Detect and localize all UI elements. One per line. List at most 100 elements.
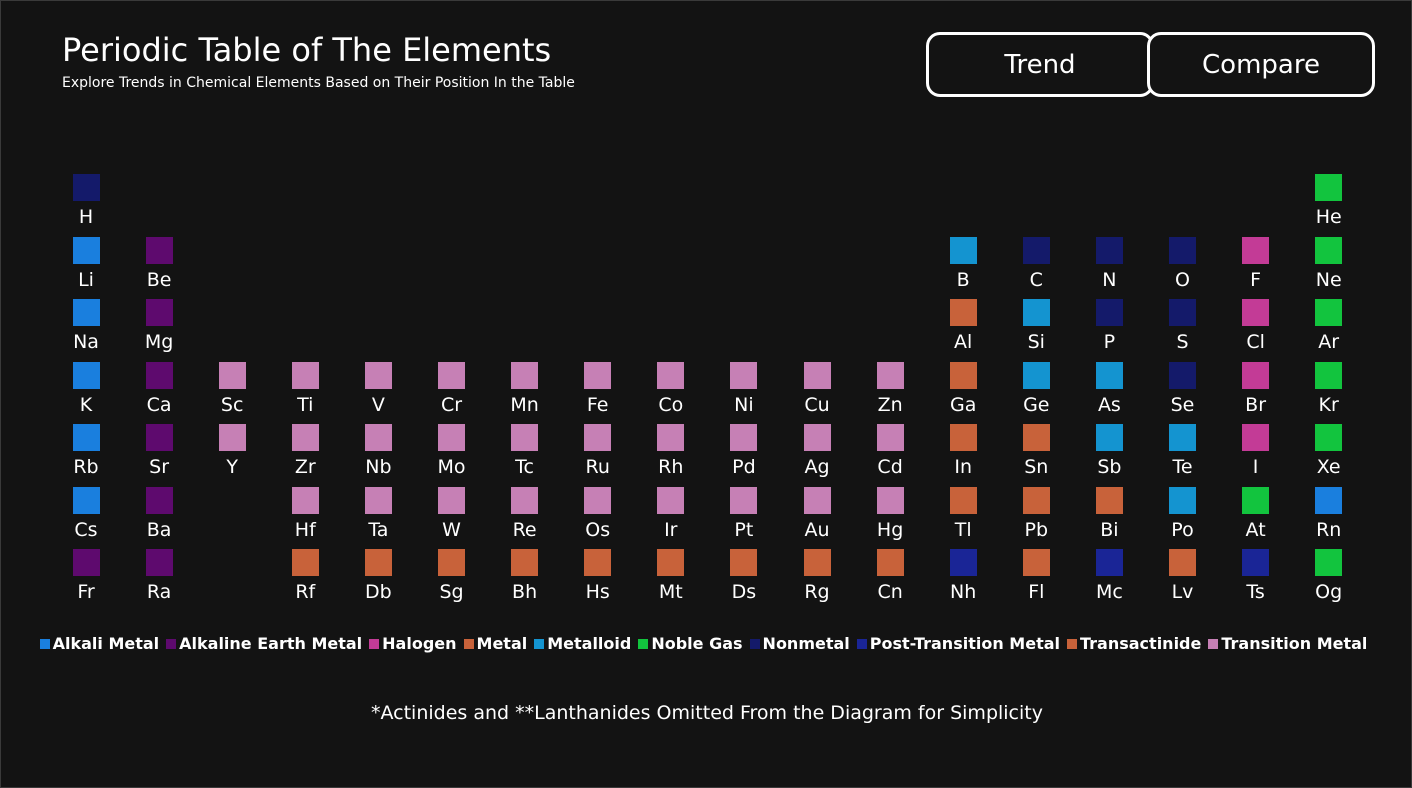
element-cell-cu[interactable]: Cu: [789, 361, 845, 422]
element-cell-na[interactable]: Na: [58, 299, 114, 359]
element-cell-ag[interactable]: Ag: [789, 424, 845, 484]
element-cell-mg[interactable]: Mg: [131, 299, 187, 359]
element-symbol: Og: [1315, 581, 1343, 603]
element-cell-c[interactable]: C: [1008, 236, 1064, 297]
element-cell-mn[interactable]: Mn: [497, 361, 553, 422]
element-cell-ga[interactable]: Ga: [935, 361, 991, 422]
element-cell-f[interactable]: F: [1228, 236, 1284, 297]
element-cell-te[interactable]: Te: [1155, 424, 1211, 484]
element-cell-tl[interactable]: Tl: [935, 486, 991, 547]
element-cell-sc[interactable]: Sc: [204, 361, 260, 422]
element-cell-po[interactable]: Po: [1155, 486, 1211, 547]
element-symbol: Kr: [1318, 393, 1339, 416]
element-cell-p[interactable]: P: [1081, 299, 1137, 359]
element-cell-s[interactable]: S: [1155, 299, 1211, 359]
element-cell-hs[interactable]: Hs: [570, 549, 626, 609]
element-cell-al[interactable]: Al: [935, 299, 991, 359]
legend-label: Metalloid: [547, 634, 632, 653]
element-cell-ra[interactable]: Ra: [131, 549, 187, 609]
element-cell-si[interactable]: Si: [1008, 299, 1064, 359]
element-cell-cd[interactable]: Cd: [862, 424, 918, 484]
element-cell-nb[interactable]: Nb: [350, 424, 406, 484]
element-swatch: [1242, 236, 1270, 264]
element-cell-ts[interactable]: Ts: [1228, 549, 1284, 609]
element-cell-ta[interactable]: Ta: [350, 486, 406, 547]
element-cell-br[interactable]: Br: [1228, 361, 1284, 422]
element-cell-h[interactable]: H: [58, 174, 114, 234]
element-cell-pd[interactable]: Pd: [716, 424, 772, 484]
element-cell-bh[interactable]: Bh: [497, 549, 553, 609]
element-cell-ge[interactable]: Ge: [1008, 361, 1064, 422]
element-cell-in[interactable]: In: [935, 424, 991, 484]
element-cell-cr[interactable]: Cr: [424, 361, 480, 422]
element-swatch: [1242, 549, 1270, 576]
element-cell-rf[interactable]: Rf: [277, 549, 333, 609]
element-cell-rn[interactable]: Rn: [1301, 486, 1357, 547]
element-cell-fl[interactable]: Fl: [1008, 549, 1064, 609]
element-symbol: Cn: [877, 581, 903, 603]
element-cell-pb[interactable]: Pb: [1008, 486, 1064, 547]
element-cell-v[interactable]: V: [350, 361, 406, 422]
element-cell-cs[interactable]: Cs: [58, 486, 114, 547]
element-cell-co[interactable]: Co: [643, 361, 699, 422]
element-cell-cn[interactable]: Cn: [862, 549, 918, 609]
element-cell-xe[interactable]: Xe: [1301, 424, 1357, 484]
element-cell-se[interactable]: Se: [1155, 361, 1211, 422]
element-cell-os[interactable]: Os: [570, 486, 626, 547]
element-cell-rg[interactable]: Rg: [789, 549, 845, 609]
element-cell-tc[interactable]: Tc: [497, 424, 553, 484]
element-cell-li[interactable]: Li: [58, 236, 114, 297]
element-cell-au[interactable]: Au: [789, 486, 845, 547]
element-cell-fe[interactable]: Fe: [570, 361, 626, 422]
element-cell-k[interactable]: K: [58, 361, 114, 422]
element-cell-mt[interactable]: Mt: [643, 549, 699, 609]
element-cell-lv[interactable]: Lv: [1155, 549, 1211, 609]
element-cell-at[interactable]: At: [1228, 486, 1284, 547]
element-cell-i[interactable]: I: [1228, 424, 1284, 484]
element-cell-sg[interactable]: Sg: [424, 549, 480, 609]
element-cell-ca[interactable]: Ca: [131, 361, 187, 422]
element-cell-ti[interactable]: Ti: [277, 361, 333, 422]
element-cell-be[interactable]: Be: [131, 236, 187, 297]
element-cell-o[interactable]: O: [1155, 236, 1211, 297]
element-symbol: Bi: [1100, 518, 1119, 541]
element-cell-kr[interactable]: Kr: [1301, 361, 1357, 422]
element-swatch: [364, 424, 392, 451]
element-cell-ne[interactable]: Ne: [1301, 236, 1357, 297]
element-cell-re[interactable]: Re: [497, 486, 553, 547]
element-swatch: [218, 424, 246, 451]
element-cell-rh[interactable]: Rh: [643, 424, 699, 484]
element-cell-zn[interactable]: Zn: [862, 361, 918, 422]
element-cell-w[interactable]: W: [424, 486, 480, 547]
element-cell-sb[interactable]: Sb: [1081, 424, 1137, 484]
element-cell-y[interactable]: Y: [204, 424, 260, 484]
element-cell-db[interactable]: Db: [350, 549, 406, 609]
element-cell-sr[interactable]: Sr: [131, 424, 187, 484]
element-cell-ir[interactable]: Ir: [643, 486, 699, 547]
element-cell-as[interactable]: As: [1081, 361, 1137, 422]
compare-button[interactable]: Compare: [1147, 32, 1375, 97]
element-cell-he[interactable]: He: [1301, 174, 1357, 234]
element-cell-nh[interactable]: Nh: [935, 549, 991, 609]
element-cell-ds[interactable]: Ds: [716, 549, 772, 609]
element-cell-mc[interactable]: Mc: [1081, 549, 1137, 609]
element-cell-cl[interactable]: Cl: [1228, 299, 1284, 359]
element-cell-zr[interactable]: Zr: [277, 424, 333, 484]
element-cell-bi[interactable]: Bi: [1081, 486, 1137, 547]
element-cell-rb[interactable]: Rb: [58, 424, 114, 484]
element-cell-pt[interactable]: Pt: [716, 486, 772, 547]
element-cell-ar[interactable]: Ar: [1301, 299, 1357, 359]
element-cell-n[interactable]: N: [1081, 236, 1137, 297]
element-swatch: [1095, 299, 1123, 326]
element-cell-hg[interactable]: Hg: [862, 486, 918, 547]
element-cell-hf[interactable]: Hf: [277, 486, 333, 547]
element-cell-ru[interactable]: Ru: [570, 424, 626, 484]
element-cell-ba[interactable]: Ba: [131, 486, 187, 547]
element-cell-fr[interactable]: Fr: [58, 549, 114, 609]
element-cell-mo[interactable]: Mo: [424, 424, 480, 484]
trend-button[interactable]: Trend: [926, 32, 1154, 97]
element-cell-og[interactable]: Og: [1301, 549, 1357, 609]
element-cell-sn[interactable]: Sn: [1008, 424, 1064, 484]
element-cell-ni[interactable]: Ni: [716, 361, 772, 422]
element-cell-b[interactable]: B: [935, 236, 991, 297]
